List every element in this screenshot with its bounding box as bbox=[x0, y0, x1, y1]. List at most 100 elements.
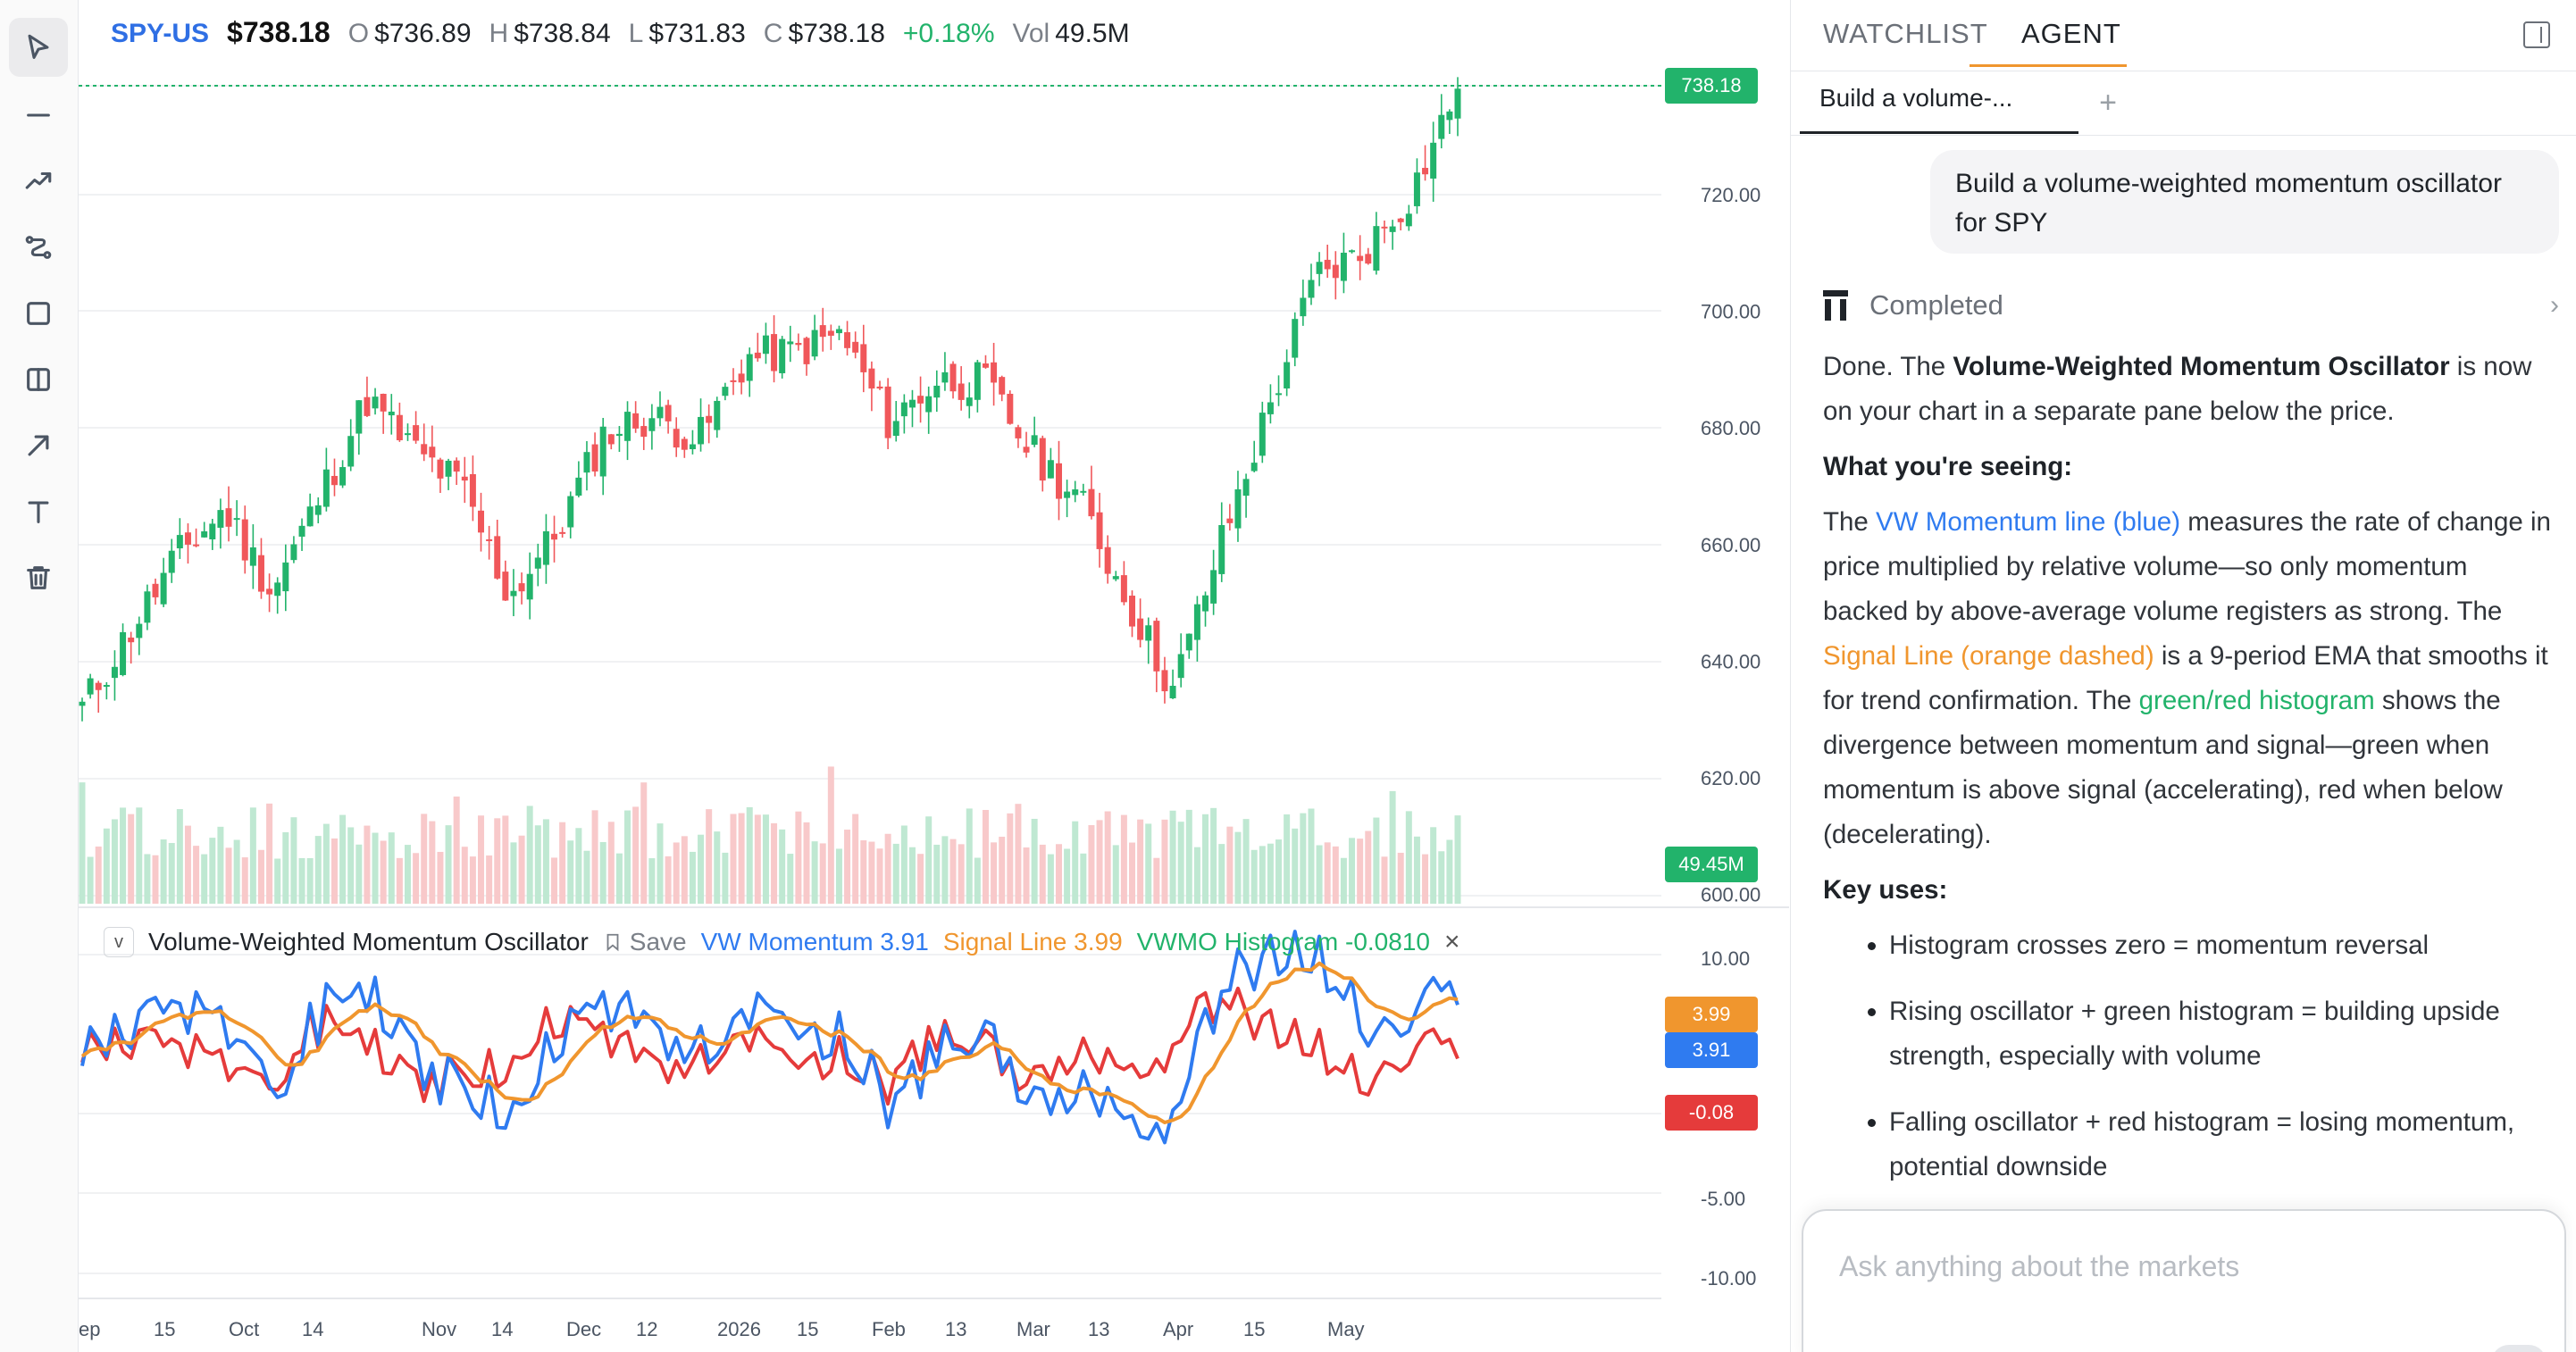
volume-bar bbox=[388, 832, 395, 904]
arrow-tool-button[interactable] bbox=[9, 416, 68, 475]
candle-body bbox=[925, 396, 933, 413]
candle-body bbox=[559, 531, 566, 534]
candle-body bbox=[217, 510, 224, 528]
candle-body bbox=[233, 518, 240, 521]
candle-body bbox=[1284, 362, 1291, 389]
section-heading-uses: Key uses: bbox=[1823, 868, 2555, 913]
volume-bar bbox=[1007, 813, 1014, 904]
volume-bar bbox=[607, 822, 615, 904]
candle-body bbox=[306, 506, 314, 527]
price-tick-label: 700.00 bbox=[1701, 301, 1761, 323]
volume-bar bbox=[1088, 825, 1095, 904]
intro-text-1: Done. The bbox=[1823, 352, 1953, 381]
volume-bar bbox=[795, 811, 802, 904]
candle-body bbox=[681, 438, 688, 450]
volume-bar bbox=[1340, 857, 1347, 904]
ask-box bbox=[1802, 1209, 2566, 1352]
save-indicator-button[interactable]: Save bbox=[603, 928, 687, 956]
trend-line-tool-button[interactable] bbox=[9, 152, 68, 211]
volume-bar bbox=[1308, 808, 1315, 904]
candle-body bbox=[152, 583, 159, 597]
candle-body bbox=[835, 329, 842, 334]
tab-watchlist[interactable]: WATCHLIST bbox=[1823, 18, 1988, 49]
volume-bar bbox=[1023, 847, 1030, 904]
volume-bar bbox=[290, 817, 297, 904]
volume-bar bbox=[615, 853, 623, 904]
volume-bar bbox=[1250, 849, 1258, 904]
price-tick-label: 660.00 bbox=[1701, 534, 1761, 556]
panel-tabs: WATCHLIST AGENT bbox=[1791, 0, 2576, 71]
split-pane-icon bbox=[27, 368, 50, 391]
symbol-label[interactable]: SPY-US bbox=[111, 19, 210, 48]
chat-tab[interactable]: Build a volume-... bbox=[1800, 71, 2078, 134]
volume-bar bbox=[852, 814, 859, 904]
candle-body bbox=[892, 421, 899, 437]
horizontal-line-tool-button[interactable] bbox=[9, 86, 68, 145]
tab-agent[interactable]: AGENT bbox=[2021, 18, 2121, 49]
candle-body bbox=[1397, 218, 1404, 222]
split-pane-tool-button[interactable] bbox=[9, 350, 68, 409]
text-tool-button[interactable] bbox=[9, 482, 68, 541]
volume-bar bbox=[1349, 838, 1356, 904]
signal-line bbox=[80, 961, 1459, 1124]
volume-bar bbox=[1357, 839, 1364, 904]
send-button[interactable] bbox=[2491, 1345, 2547, 1352]
candle-body bbox=[1185, 633, 1192, 651]
volume-bar bbox=[722, 852, 729, 904]
chevron-right-icon[interactable]: › bbox=[2550, 290, 2559, 320]
agent-status-row[interactable]: Completed › bbox=[1823, 284, 2559, 327]
volume-tag: 49.45M bbox=[1665, 847, 1758, 882]
volume-bar bbox=[1153, 857, 1160, 904]
price-axis: 720.00 700.00 680.00 660.00 640.00 620.00 600.… bbox=[1701, 184, 1761, 906]
candle-body bbox=[1373, 226, 1380, 271]
candle-body bbox=[1145, 625, 1152, 641]
candle-body bbox=[698, 416, 705, 445]
volume-bar bbox=[900, 825, 907, 904]
volume-bar bbox=[908, 847, 916, 904]
section-heading-seeing: What you're seeing: bbox=[1823, 445, 2555, 489]
candle-body bbox=[388, 411, 395, 416]
volume-bar bbox=[542, 819, 549, 904]
candle-body bbox=[1438, 114, 1445, 139]
volume-bar bbox=[347, 827, 355, 904]
candle-body bbox=[1340, 253, 1347, 281]
volume-bar bbox=[103, 828, 110, 904]
candle-body bbox=[160, 572, 167, 605]
delete-drawings-button[interactable] bbox=[9, 548, 68, 607]
volume-bar bbox=[274, 858, 281, 904]
ask-input[interactable] bbox=[1839, 1250, 2464, 1283]
candle-body bbox=[486, 538, 493, 541]
price-tick-label: 720.00 bbox=[1701, 184, 1761, 206]
candle-body bbox=[607, 434, 615, 445]
candle-body bbox=[657, 406, 664, 419]
volume-bar bbox=[1072, 821, 1079, 904]
rectangle-tool-button[interactable] bbox=[9, 284, 68, 343]
candle-body bbox=[1267, 402, 1274, 414]
volume-bar bbox=[599, 841, 606, 904]
chart-canvas[interactable]: 720.00 700.00 680.00 660.00 640.00 620.00 600.… bbox=[79, 0, 1789, 1352]
chat-tabs: Build a volume-... + bbox=[1791, 71, 2576, 136]
path-icon bbox=[25, 236, 52, 259]
sidebar-toggle-icon[interactable] bbox=[2523, 21, 2550, 48]
candle-body bbox=[844, 332, 851, 348]
volume-bar bbox=[380, 840, 387, 904]
volume-bar bbox=[494, 818, 501, 904]
collapse-indicator-button[interactable]: v bbox=[104, 927, 134, 957]
candle-body bbox=[1023, 446, 1030, 453]
new-chat-button[interactable]: + bbox=[2099, 85, 2117, 120]
agent-panel: WATCHLIST AGENT Build a volume-... + Bui… bbox=[1790, 0, 2576, 1352]
candle-body bbox=[1088, 488, 1095, 517]
candle-body bbox=[591, 444, 598, 472]
volume-bar bbox=[1454, 815, 1461, 904]
chart-area[interactable]: 720.00 700.00 680.00 660.00 640.00 620.00 600.… bbox=[79, 0, 1789, 1352]
candle-body bbox=[1454, 88, 1461, 119]
candle-body bbox=[372, 396, 379, 409]
candle-body bbox=[1292, 319, 1299, 358]
candle-body bbox=[339, 467, 347, 486]
volume-bar bbox=[966, 808, 973, 904]
path-tool-button[interactable] bbox=[9, 218, 68, 277]
candle-body bbox=[1031, 435, 1038, 446]
cursor-tool-button[interactable] bbox=[9, 18, 68, 77]
remove-indicator-button[interactable]: × bbox=[1443, 927, 1460, 956]
